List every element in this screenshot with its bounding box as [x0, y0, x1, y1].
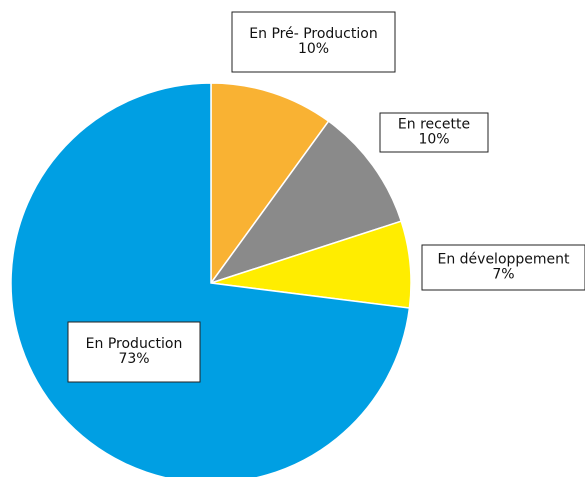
label-box [379, 112, 489, 153]
pie-slice [210, 82, 330, 286]
slice-label: En Production [86, 336, 183, 352]
slice-value-label: 10% [298, 41, 329, 57]
label-box [67, 321, 201, 383]
slice-value-label: 7% [492, 267, 514, 283]
slice-value-label: 73% [118, 351, 149, 367]
label-box [421, 244, 585, 291]
pie-slice [209, 120, 403, 285]
slice-label: En Pré- Production [249, 26, 377, 42]
slice-label: En recette [398, 117, 470, 133]
slice-label: En développement [437, 252, 570, 268]
label-box [231, 11, 396, 73]
slice-value-label: 10% [418, 132, 449, 148]
